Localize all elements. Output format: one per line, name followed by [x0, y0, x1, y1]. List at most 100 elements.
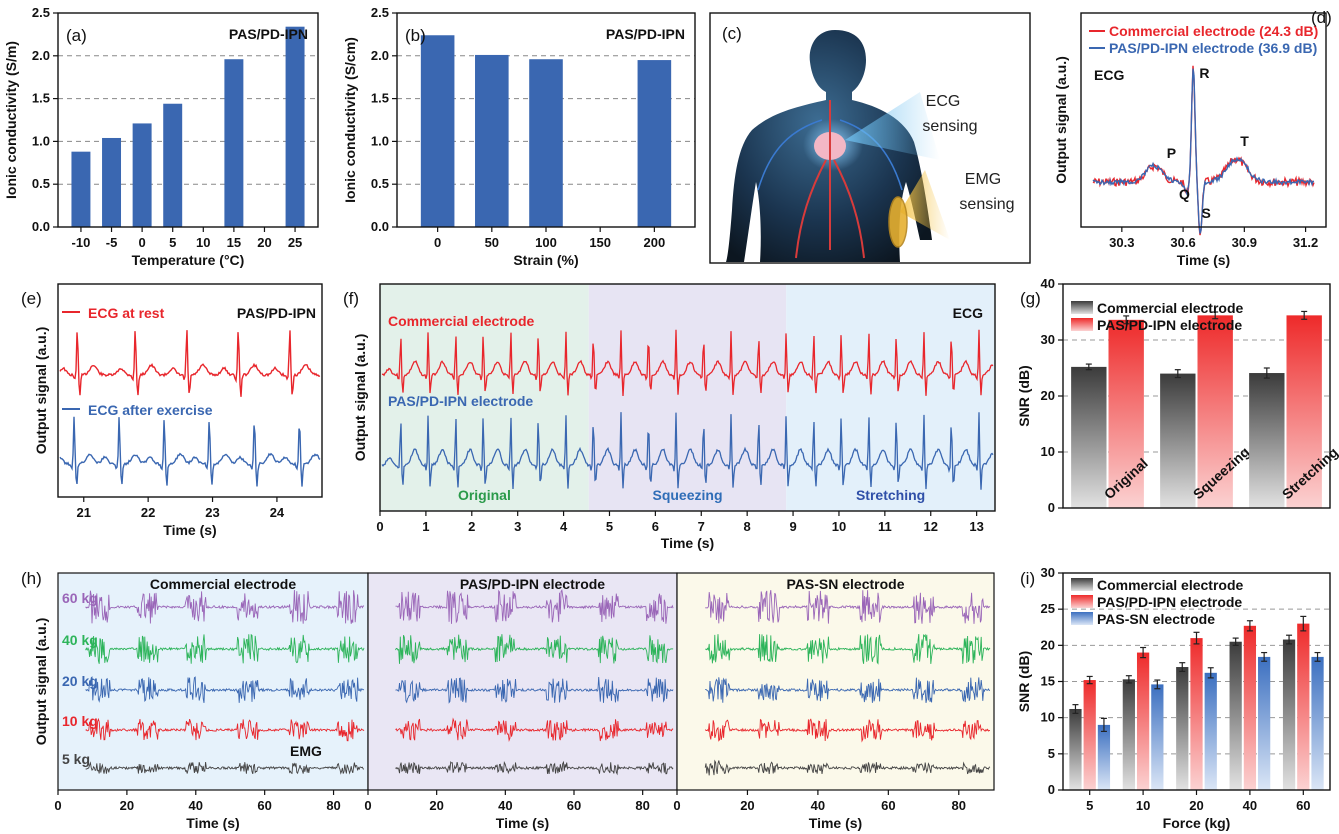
bar [475, 54, 509, 227]
emg-trace [395, 676, 674, 704]
x-tick-label: 0 [434, 235, 441, 250]
legend-entry: Commercial electrode [1097, 577, 1243, 593]
y-tick-label: 20 [1041, 388, 1055, 403]
wave-label-q: Q [1179, 186, 1190, 202]
bar [1286, 315, 1322, 508]
x-tick-label: 24 [270, 505, 285, 520]
x-tick-label: 30.9 [1232, 235, 1257, 250]
plot-frame [1080, 12, 1327, 228]
y-tick-label: 2.0 [371, 48, 389, 63]
x-tick-label: 21 [77, 505, 91, 520]
x-tick-label: 25 [288, 235, 302, 250]
x-axis-label: Force (kg) [1163, 815, 1231, 831]
emg-trace [85, 761, 365, 775]
legend-entry: Commercial electrode (24.3 dB) [1109, 23, 1318, 39]
bar [529, 59, 563, 227]
x-tick-label: 13 [969, 519, 983, 534]
series-line [59, 330, 321, 397]
x-tick-label: 80 [635, 798, 649, 813]
panel-d: 30.3 30.6 30.9 31.2 Commercial electrode (24… [1053, 8, 1332, 268]
emg-trace [704, 759, 991, 776]
bar [1229, 641, 1242, 790]
ecg-beam [845, 92, 940, 160]
x-axis-label: Time (s) [163, 522, 216, 538]
x-axis-label: Strain (%) [513, 252, 578, 268]
subpanel-title: PAS-SN electrode [787, 576, 905, 592]
x-tick-label: 100 [535, 235, 557, 250]
legend-swatch [1071, 612, 1093, 625]
legend-swatch [1071, 595, 1093, 608]
plot-frame [379, 283, 996, 512]
x-tick-label: 200 [644, 235, 666, 250]
region-stretching [786, 284, 995, 511]
y-axis-label: Output signal (a.u.) [33, 618, 49, 746]
x-tick-label: 30.6 [1170, 235, 1195, 250]
wave-label-t: T [1240, 133, 1249, 149]
x-axis-label: Temperature (°C) [132, 252, 245, 268]
emg-trace [85, 676, 365, 703]
y-tick-label: 30 [1041, 332, 1055, 347]
x-tick-label: 60 [257, 798, 271, 813]
panel-label: (f) [343, 289, 359, 308]
y-tick-label: 10 [1041, 710, 1055, 725]
x-tick-label: 20 [120, 798, 134, 813]
y-tick-label: 5 [1048, 746, 1055, 761]
bar [1122, 679, 1135, 790]
x-tick-label: 22 [141, 505, 155, 520]
x-axis-label: Time (s) [496, 815, 549, 831]
x-tick-label: 0 [139, 235, 146, 250]
y-tick-label: 1.5 [32, 91, 50, 106]
panel-label: (b) [405, 26, 426, 45]
y-tick-label: 0 [1048, 500, 1055, 515]
bar [1311, 656, 1324, 790]
legend-entry: PAS-SN electrode [1097, 611, 1215, 627]
x-tick-label: 0 [673, 798, 680, 813]
panel-label: (d) [1311, 8, 1332, 27]
x-tick-label: 31.2 [1293, 235, 1318, 250]
legend-entry: PAS/PD-IPN electrode [1097, 594, 1242, 610]
x-tick-label: 30.3 [1109, 235, 1134, 250]
series-line-pas-pd-ipn [381, 412, 994, 490]
y-tick-label: 0.5 [32, 176, 50, 191]
legend-entry: ECG after exercise [88, 402, 213, 418]
y-tick-label: 0.5 [371, 176, 389, 191]
bar [1197, 315, 1233, 508]
x-axis-label: Time (s) [1177, 252, 1230, 268]
emg-trace [85, 589, 365, 624]
emg-trace [705, 677, 991, 703]
chart-title: PAS/PD-IPN [606, 26, 685, 42]
region-label: Stretching [856, 487, 925, 503]
x-tick-label: 5 [606, 519, 613, 534]
series-label: 20 kg [62, 673, 98, 689]
y-tick-label: 40 [1041, 276, 1055, 291]
bar [1069, 708, 1082, 790]
plot-frame [396, 12, 696, 228]
x-tick-label: 0 [54, 798, 61, 813]
y-axis-label: Output signal (a.u.) [352, 334, 368, 462]
panel-label: (a) [66, 26, 87, 45]
y-tick-label: 0 [1048, 782, 1055, 797]
x-tick-label: 12 [924, 519, 938, 534]
x-tick-label: 20 [429, 798, 443, 813]
bar [1204, 672, 1217, 790]
y-tick-label: 10 [1041, 444, 1055, 459]
series-label: 60 kg [62, 590, 98, 606]
y-tick-label: 2.5 [32, 5, 50, 20]
bar [163, 103, 183, 227]
bar [1108, 319, 1144, 508]
annotation: ECG [1094, 67, 1124, 83]
x-tick-label: 0 [364, 798, 371, 813]
x-tick-label: 9 [789, 519, 796, 534]
ecg-sensing-label: sensing [922, 118, 977, 135]
bar [1083, 680, 1096, 790]
x-tick-label: 8 [744, 519, 751, 534]
legend-entry: ECG at rest [88, 305, 165, 321]
legend-entry: PAS/PD-IPN electrode [1097, 317, 1242, 333]
bar [1071, 366, 1107, 508]
x-tick-label: 80 [326, 798, 340, 813]
bar [1190, 638, 1203, 790]
bar [1249, 373, 1285, 508]
